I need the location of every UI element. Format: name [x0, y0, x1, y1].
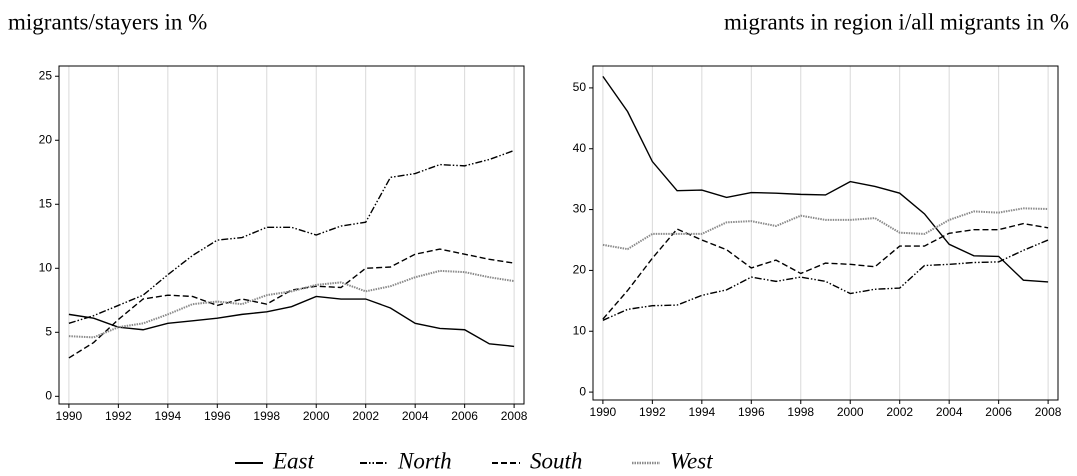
series-line	[68, 295, 515, 348]
plot-frame	[58, 65, 525, 405]
x-tick-label: 2008	[501, 409, 528, 423]
x-tick-label: 2002	[886, 405, 913, 419]
plot-frame	[592, 65, 1059, 401]
legend-label: East	[272, 448, 315, 473]
x-tick-label: 2000	[837, 405, 864, 419]
chart-title: migrants in region i/all migrants in %	[724, 9, 1069, 34]
x-tick-label: 1996	[738, 405, 765, 419]
y-tick-label: 50	[573, 80, 587, 94]
series-line	[602, 75, 1049, 283]
x-tick-label: 2004	[402, 409, 429, 423]
series-line	[602, 239, 1049, 321]
x-tick-label: 2002	[352, 409, 379, 423]
y-tick-label: 5	[45, 324, 52, 338]
y-tick-label: 10	[573, 323, 587, 337]
y-tick-label: 0	[45, 388, 52, 402]
chart-title: migrants/stayers in %	[8, 9, 207, 34]
y-tick-label: 30	[573, 202, 587, 216]
series-line	[68, 248, 515, 359]
series-line	[68, 149, 515, 325]
x-tick-label: 1994	[154, 409, 181, 423]
y-tick-label: 0	[579, 384, 586, 398]
x-tick-label: 1996	[204, 409, 231, 423]
y-tick-label: 10	[39, 260, 53, 274]
y-tick-label: 40	[573, 141, 587, 155]
y-tick-label: 20	[573, 263, 587, 277]
x-tick-label: 2004	[936, 405, 963, 419]
x-tick-label: 2008	[1035, 405, 1062, 419]
x-tick-label: 1992	[105, 409, 132, 423]
y-tick-label: 20	[39, 132, 53, 146]
x-tick-label: 1994	[688, 405, 715, 419]
y-tick-label: 25	[39, 68, 53, 82]
x-tick-label: 1998	[787, 405, 814, 419]
series-line	[602, 207, 1049, 251]
x-tick-label: 1998	[253, 409, 280, 423]
x-tick-label: 1990	[56, 409, 83, 423]
x-tick-label: 2006	[985, 405, 1012, 419]
series-line	[68, 269, 515, 339]
x-tick-label: 1990	[590, 405, 617, 419]
x-tick-label: 1992	[639, 405, 666, 419]
legend-label: West	[670, 448, 713, 473]
x-tick-label: 2000	[303, 409, 330, 423]
series-line	[602, 222, 1049, 320]
y-tick-label: 15	[39, 196, 53, 210]
legend-label: North	[397, 448, 452, 473]
x-tick-label: 2006	[451, 409, 478, 423]
legend-label: South	[530, 448, 582, 473]
